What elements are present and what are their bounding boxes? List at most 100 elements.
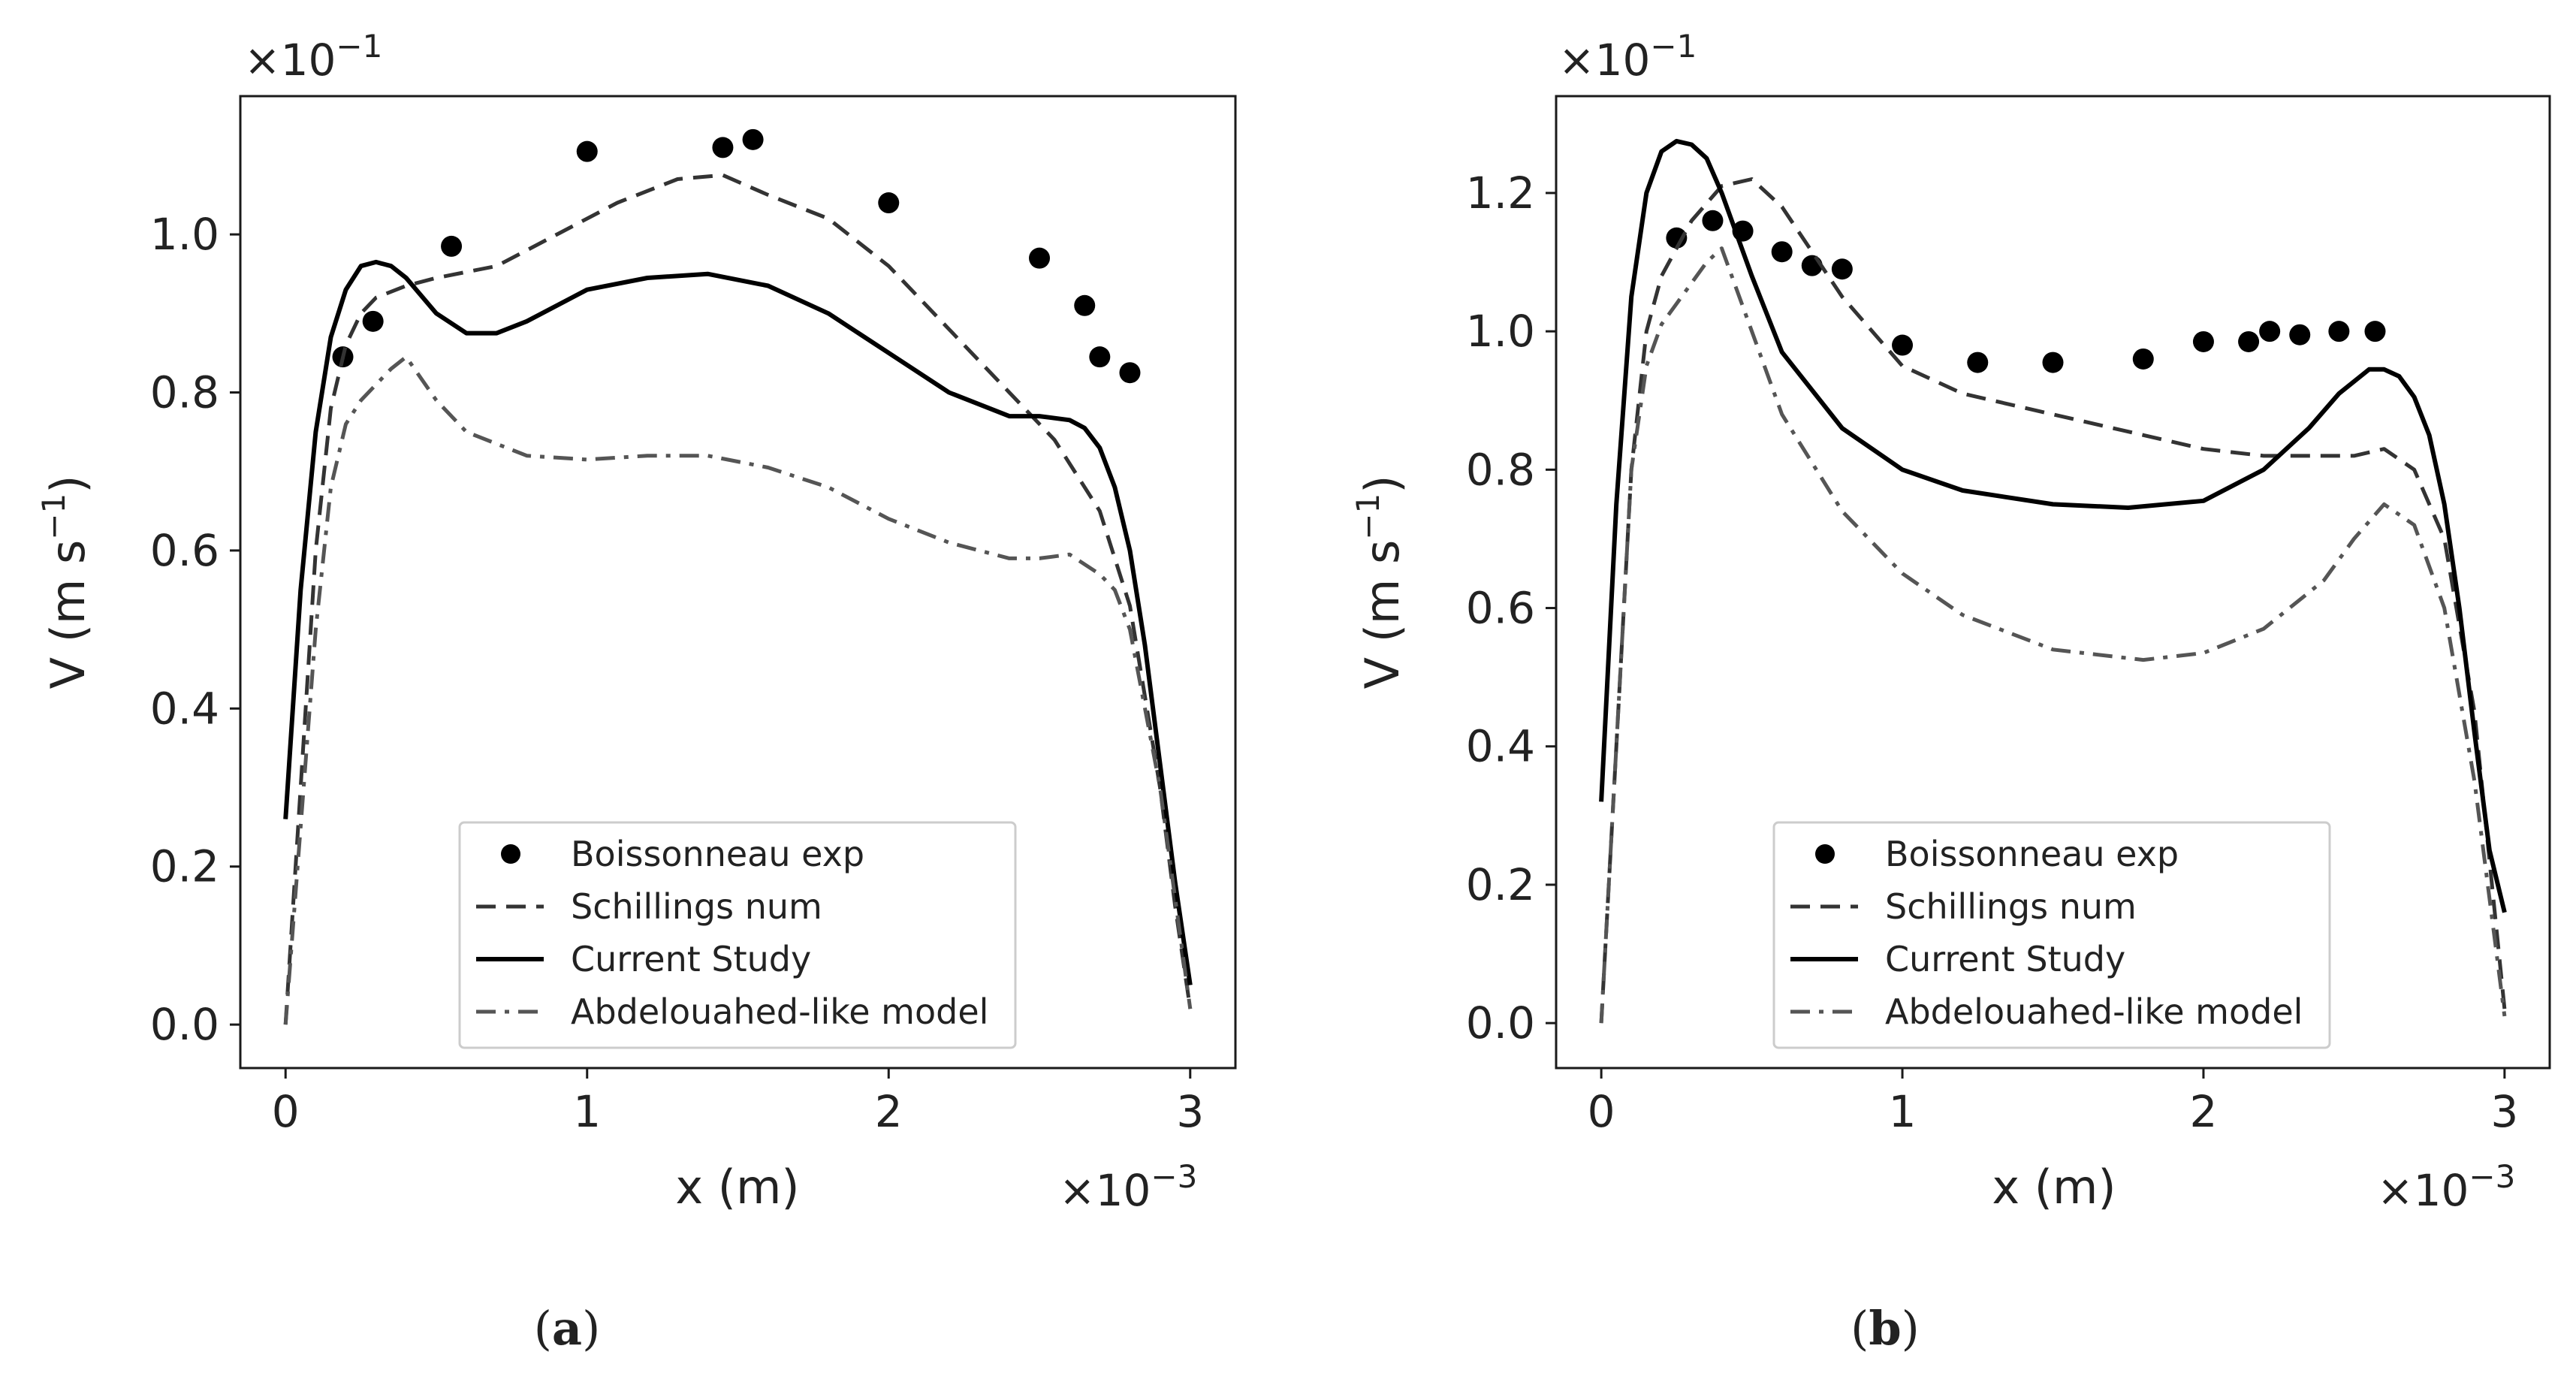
y-axis-label: V (m s−1) bbox=[35, 475, 95, 690]
data-point bbox=[2192, 330, 2214, 352]
legend-item: Current Study bbox=[1790, 939, 2125, 979]
x-tick-label: 3 bbox=[2490, 1086, 2518, 1137]
y-multiplier-label: ×10−1 bbox=[244, 28, 382, 86]
data-point bbox=[878, 192, 900, 214]
x-tick-label: 1 bbox=[1889, 1086, 1917, 1137]
data-point bbox=[1074, 294, 1096, 316]
x-tick-label: 1 bbox=[573, 1086, 601, 1137]
data-point bbox=[576, 140, 598, 162]
legend-label: Current Study bbox=[571, 939, 811, 979]
y-tick-label: 0.4 bbox=[1466, 721, 1535, 772]
y-multiplier-exponent: −1 bbox=[336, 28, 382, 65]
data-point bbox=[441, 235, 463, 257]
series-layer bbox=[1599, 138, 2507, 1024]
boissonneau-exp-series bbox=[332, 128, 1141, 384]
legend-item: Abdelouahed-like model bbox=[1790, 991, 2303, 1032]
plot-frame bbox=[239, 95, 1237, 1070]
abdelouahed-like-model-line bbox=[1599, 246, 2507, 1024]
x-multiplier-exponent: −3 bbox=[1151, 1158, 1197, 1195]
x-multiplier-base: ×10 bbox=[1059, 1165, 1151, 1216]
legend-item: Schillings num bbox=[1790, 886, 2137, 927]
caption-close: ) bbox=[1902, 1301, 1920, 1356]
x-axis-label: x (m) bbox=[675, 1160, 799, 1215]
legend-label: Schillings num bbox=[571, 886, 822, 927]
y-tick-label: 0.4 bbox=[150, 683, 219, 734]
schillings-num-line bbox=[283, 173, 1193, 1025]
legend-marker bbox=[1815, 844, 1835, 864]
y-axis-label-exponent: −1 bbox=[1350, 493, 1386, 540]
y-multiplier-exponent: −1 bbox=[1650, 28, 1697, 65]
y-tick-label: 1.0 bbox=[150, 209, 219, 260]
y-tick-label: 0.8 bbox=[1466, 444, 1535, 495]
legend-item: Current Study bbox=[476, 939, 811, 979]
current-study-line bbox=[1599, 138, 2507, 913]
caption-letter: b bbox=[1869, 1301, 1901, 1356]
x-multiplier-exponent: −3 bbox=[2469, 1158, 2515, 1195]
data-point bbox=[1089, 346, 1111, 368]
data-point bbox=[1666, 227, 1688, 249]
abdelouahed-like-model-line bbox=[283, 355, 1193, 1025]
data-point bbox=[1831, 258, 1853, 280]
x-multiplier-label: ×10−3 bbox=[2377, 1158, 2515, 1216]
y-tick-label: 0.6 bbox=[150, 525, 219, 576]
y-axis: 0.0 0.2 0.4 0.6 0.8 1.0 bbox=[150, 209, 240, 1050]
legend-item: Boissonneau exp bbox=[1815, 834, 2179, 874]
schillings-num-line bbox=[1599, 177, 2507, 1024]
legend-label: Boissonneau exp bbox=[571, 834, 864, 874]
legend-label: Abdelouahed-like model bbox=[1885, 991, 2303, 1032]
legend-item: Schillings num bbox=[476, 886, 822, 927]
boissonneau-exp-series bbox=[1666, 210, 2386, 373]
panel-b: 0 1 2 3 0.0 0.2 0.4 0.6 0.8 1.0 1.2 Boissonneau e… bbox=[1350, 28, 2551, 1356]
legend: Boissonneau exp Schillings num Current Stu… bbox=[458, 821, 1017, 1049]
data-point bbox=[712, 137, 734, 158]
plot-frame bbox=[1555, 95, 2551, 1070]
y-axis-label-base: V (m s bbox=[1355, 540, 1410, 690]
y-tick-label: 0.8 bbox=[150, 367, 219, 418]
current-study-line bbox=[283, 259, 1193, 985]
data-point bbox=[1967, 352, 1989, 373]
y-axis-label-base: V (m s bbox=[41, 540, 95, 690]
legend-item: Abdelouahed-like model bbox=[476, 991, 988, 1032]
y-tick-label: 1.0 bbox=[1466, 306, 1535, 357]
data-point bbox=[2238, 330, 2260, 352]
data-point bbox=[2289, 324, 2311, 346]
x-tick-label: 2 bbox=[2190, 1086, 2218, 1137]
legend-label: Boissonneau exp bbox=[1885, 834, 2179, 874]
x-tick-label: 0 bbox=[272, 1086, 300, 1137]
caption-open: ( bbox=[534, 1301, 552, 1356]
legend-item: Boissonneau exp bbox=[501, 834, 864, 874]
legend: Boissonneau exp Schillings num Current Stu… bbox=[1772, 821, 2331, 1049]
data-point bbox=[2042, 352, 2064, 373]
data-point bbox=[2328, 321, 2350, 342]
legend-marker bbox=[501, 844, 520, 864]
data-point bbox=[2259, 321, 2281, 342]
y-axis-label: V (m s−1) bbox=[1350, 475, 1410, 690]
y-multiplier-base: ×10 bbox=[1558, 35, 1650, 86]
y-tick-label: 0.0 bbox=[1466, 997, 1535, 1049]
legend-label: Current Study bbox=[1885, 939, 2125, 979]
panel-a: 0 1 2 3 0.0 0.2 0.4 0.6 0.8 1.0 Boissonneau exp S… bbox=[35, 28, 1237, 1356]
caption-close: ) bbox=[582, 1301, 600, 1356]
y-axis-label-close: ) bbox=[1355, 475, 1410, 493]
y-axis-label-exponent: −1 bbox=[35, 493, 72, 540]
x-multiplier-base: ×10 bbox=[2377, 1165, 2469, 1216]
caption-open: ( bbox=[1851, 1301, 1869, 1356]
x-tick-label: 3 bbox=[1176, 1086, 1204, 1137]
data-point bbox=[1702, 210, 1724, 231]
data-point bbox=[742, 128, 764, 150]
y-tick-label: 0.2 bbox=[150, 841, 219, 892]
y-multiplier-label: ×10−1 bbox=[1558, 28, 1697, 86]
data-point bbox=[2364, 321, 2386, 342]
x-tick-label: 2 bbox=[875, 1086, 903, 1137]
caption-letter: a bbox=[552, 1301, 582, 1356]
legend-frame bbox=[1772, 821, 2331, 1049]
x-tick-label: 0 bbox=[1588, 1086, 1615, 1137]
x-axis: 0 1 2 3 bbox=[272, 1068, 1204, 1137]
y-axis-label-close: ) bbox=[41, 475, 95, 493]
data-point bbox=[1119, 362, 1141, 384]
y-tick-label: 0.2 bbox=[1466, 859, 1535, 910]
y-tick-label: 0.0 bbox=[150, 999, 219, 1050]
panel-caption: (a) bbox=[534, 1301, 601, 1356]
legend-label: Abdelouahed-like model bbox=[571, 991, 988, 1032]
